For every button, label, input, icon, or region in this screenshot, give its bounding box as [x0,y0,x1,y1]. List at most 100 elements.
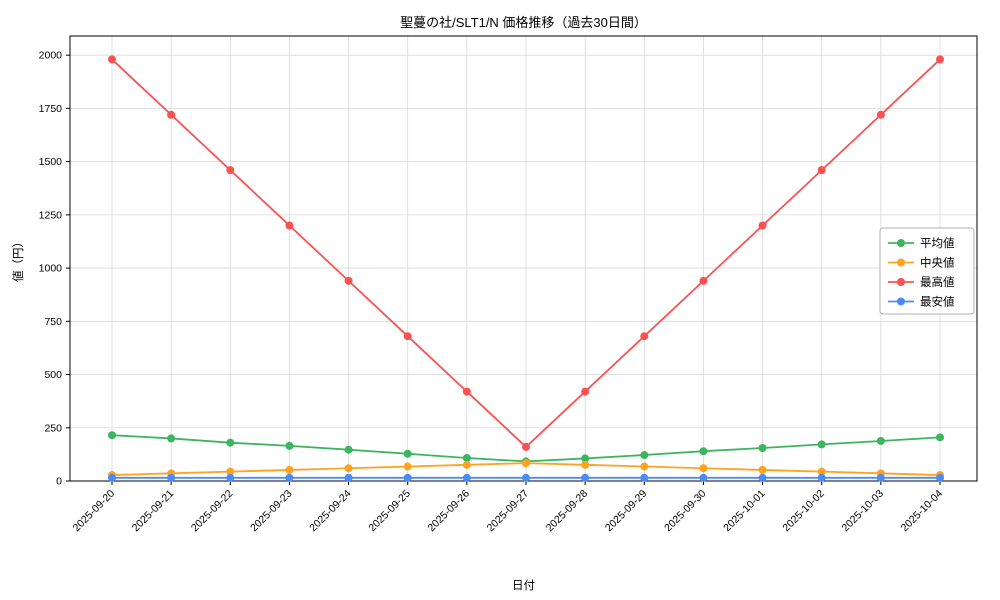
series-min [108,473,944,482]
data-point [581,460,590,469]
plot-border [69,35,978,482]
data-point [758,465,767,474]
data-point [876,473,885,482]
data-point [108,473,116,482]
data-point [876,110,885,119]
data-point [640,462,649,471]
data-point [285,473,294,482]
data-point [226,473,235,482]
y-tick-label: 1750 [39,103,63,115]
data-point [758,443,767,452]
y-tick-label: 750 [44,316,62,328]
data-point [344,445,353,454]
data-point [640,332,649,341]
data-point [285,221,294,230]
data-point [699,276,708,285]
data-point [699,447,708,456]
legend-label: 中央値 [920,256,955,269]
x-tick-label: 2025-09-22 [189,488,236,535]
data-point [522,459,530,468]
x-tick-label: 2025-10-03 [840,488,887,535]
grid [70,36,977,482]
x-axis-ticks: 2025-09-20 2025-09-21 2025-09-22 2025-09-23… [71,481,946,535]
data-point [226,166,235,175]
x-tick-label: 2025-09-27 [485,488,532,535]
y-tick-label: 1500 [39,156,63,168]
y-tick-label: 0 [56,476,62,488]
legend-label: 最高値 [920,275,955,289]
x-tick-label: 2025-09-24 [307,488,354,535]
data-point [344,464,353,473]
legend-label: 最安値 [920,294,955,308]
data-point [758,473,767,482]
data-point [936,55,944,64]
x-tick-label: 2025-10-01 [721,488,768,535]
data-point [581,454,590,463]
data-point [403,462,412,471]
data-point [167,110,176,119]
data-point [167,434,176,443]
data-point [462,454,471,463]
legend-box [879,227,975,315]
data-point [522,442,530,451]
legend-marker [897,239,905,247]
chart-title: 聖蔓の社/SLT1/N 価格推移（過去30日間） [400,15,647,30]
data-point [817,467,826,476]
data-point [817,440,826,449]
x-axis-label: 日付 [512,580,535,592]
x-tick-label: 2025-09-30 [662,488,709,535]
data-point [876,436,885,445]
data-point [462,473,471,482]
data-point [936,433,944,442]
y-axis-ticks: 0 250 500 750 1000 1250 1500 1750 2000 [39,50,70,488]
legend-marker [897,297,905,306]
data-point [344,473,353,482]
y-tick-label: 1000 [39,263,63,275]
legend-item-max: 最高値 [888,275,955,289]
data-point [285,465,294,474]
data-point [462,387,471,396]
x-tick-label: 2025-09-20 [71,488,118,535]
data-point [403,332,412,341]
data-point [640,473,649,482]
legend-item-min: 最安値 [888,294,955,308]
data-point [581,387,590,396]
data-point [403,473,412,482]
y-tick-label: 250 [44,422,62,434]
data-point [817,166,826,175]
data-point [640,451,649,460]
data-point [403,449,412,458]
data-point [344,276,353,285]
data-point [699,473,708,482]
data-point [226,467,235,476]
data-point [285,441,294,450]
data-point [108,55,116,64]
legend-item-average: 平均値 [888,237,955,250]
x-tick-label: 2025-09-29 [603,488,650,535]
x-tick-label: 2025-10-02 [780,488,827,535]
data-point [462,460,471,469]
data-point [817,473,826,482]
series-max [108,55,944,451]
x-tick-label: 2025-09-21 [130,488,177,535]
legend-label: 平均値 [920,237,955,250]
data-point [581,473,590,482]
x-tick-label: 2025-09-23 [248,488,295,535]
data-point [167,473,176,482]
x-tick-label: 2025-10-04 [899,488,946,535]
y-tick-label: 2000 [39,50,63,62]
y-tick-label: 1250 [39,209,63,221]
data-point [699,464,708,473]
y-tick-label: 500 [44,369,62,381]
data-point [522,473,530,482]
legend-marker [897,258,905,267]
x-tick-label: 2025-09-28 [544,488,591,535]
data-point [936,473,944,482]
x-tick-label: 2025-09-26 [426,488,473,535]
data-point [226,438,235,447]
legend-marker [897,278,905,286]
x-tick-label: 2025-09-25 [366,488,413,535]
